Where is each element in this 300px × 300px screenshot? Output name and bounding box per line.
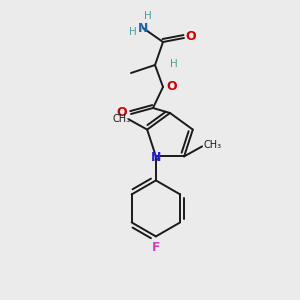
- Text: H: H: [129, 27, 137, 37]
- Text: H: H: [170, 59, 178, 69]
- Text: N: N: [138, 22, 148, 34]
- Text: H: H: [144, 11, 152, 21]
- Text: CH₃: CH₃: [112, 114, 130, 124]
- Text: N: N: [151, 151, 161, 164]
- Text: F: F: [152, 241, 160, 254]
- Text: O: O: [186, 31, 196, 44]
- Text: O: O: [117, 106, 127, 119]
- Text: O: O: [167, 80, 177, 92]
- Text: CH₃: CH₃: [203, 140, 221, 150]
